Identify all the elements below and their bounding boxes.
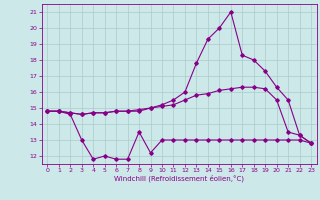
- X-axis label: Windchill (Refroidissement éolien,°C): Windchill (Refroidissement éolien,°C): [114, 175, 244, 182]
